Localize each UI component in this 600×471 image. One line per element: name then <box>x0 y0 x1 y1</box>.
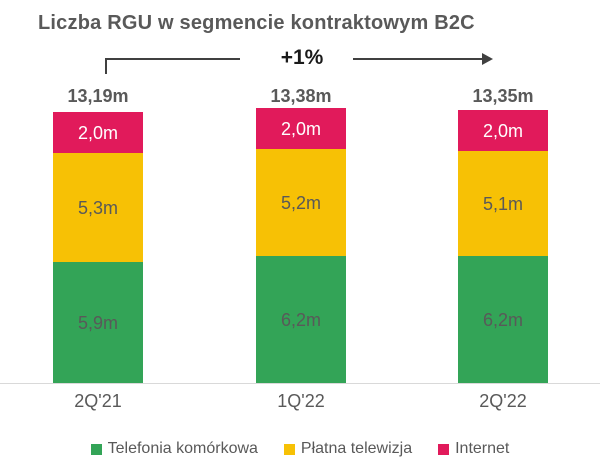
legend-label: Płatna telewizja <box>300 440 413 457</box>
segment-value-label: 5,1m <box>482 193 524 214</box>
x-axis-label: 2Q'22 <box>479 391 527 411</box>
legend-item: Internet <box>438 440 509 458</box>
legend-item: Telefonia komórkowa <box>90 440 258 458</box>
legend-item: Płatna telewizja <box>283 440 413 458</box>
bar-segment: 6,2m <box>256 256 346 383</box>
stacked-bar-1Q'22: 6,2m 5,2m 2,0m <box>256 108 346 383</box>
bar-segment: 6,2m <box>458 256 548 383</box>
x-axis-line <box>0 383 600 384</box>
bar-segment: 5,9m <box>53 262 143 383</box>
segment-value-label: 2,0m <box>280 118 322 139</box>
segment-value-label: 5,3m <box>77 197 119 218</box>
segment-value-label: 5,9m <box>77 312 119 333</box>
bar-total-label: 13,19m <box>67 86 129 106</box>
bar-total-label: 13,38m <box>270 86 332 106</box>
segment-value-label: 2,0m <box>77 122 119 143</box>
bar-segment: 2,0m <box>256 108 346 149</box>
legend-label: Internet <box>455 440 510 457</box>
stacked-bar-2Q'22: 6,2m 5,1m 2,0m <box>458 110 548 383</box>
bar-segment: 5,2m <box>256 149 346 256</box>
bar-segment: 2,0m <box>53 112 143 153</box>
legend-swatch-icon <box>90 443 102 455</box>
bar-total-label: 13,35m <box>472 86 534 106</box>
legend-swatch-icon <box>283 443 295 455</box>
segment-value-label: 2,0m <box>482 120 524 141</box>
bar-segment: 2,0m <box>458 110 548 151</box>
stacked-bar-2Q'21: 5,9m 5,3m 2,0m <box>53 112 143 383</box>
legend: Telefonia komórkowa Płatna telewizja Inter… <box>0 440 600 458</box>
chart-title: Liczba RGU w segmencie kontraktowym B2C <box>38 12 475 34</box>
legend-swatch-icon <box>438 443 450 455</box>
growth-bracket-arrow-icon <box>105 53 493 74</box>
bar-segment: 5,1m <box>458 151 548 256</box>
growth-percent-label: +1% <box>280 46 324 69</box>
bar-segment: 5,3m <box>53 153 143 262</box>
legend-label: Telefonia komórkowa <box>107 440 258 457</box>
segment-value-label: 6,2m <box>482 309 524 330</box>
x-axis-label: 2Q'21 <box>74 391 122 411</box>
segment-value-label: 6,2m <box>280 309 322 330</box>
x-axis-label: 1Q'22 <box>277 391 325 411</box>
segment-value-label: 5,2m <box>280 192 322 213</box>
